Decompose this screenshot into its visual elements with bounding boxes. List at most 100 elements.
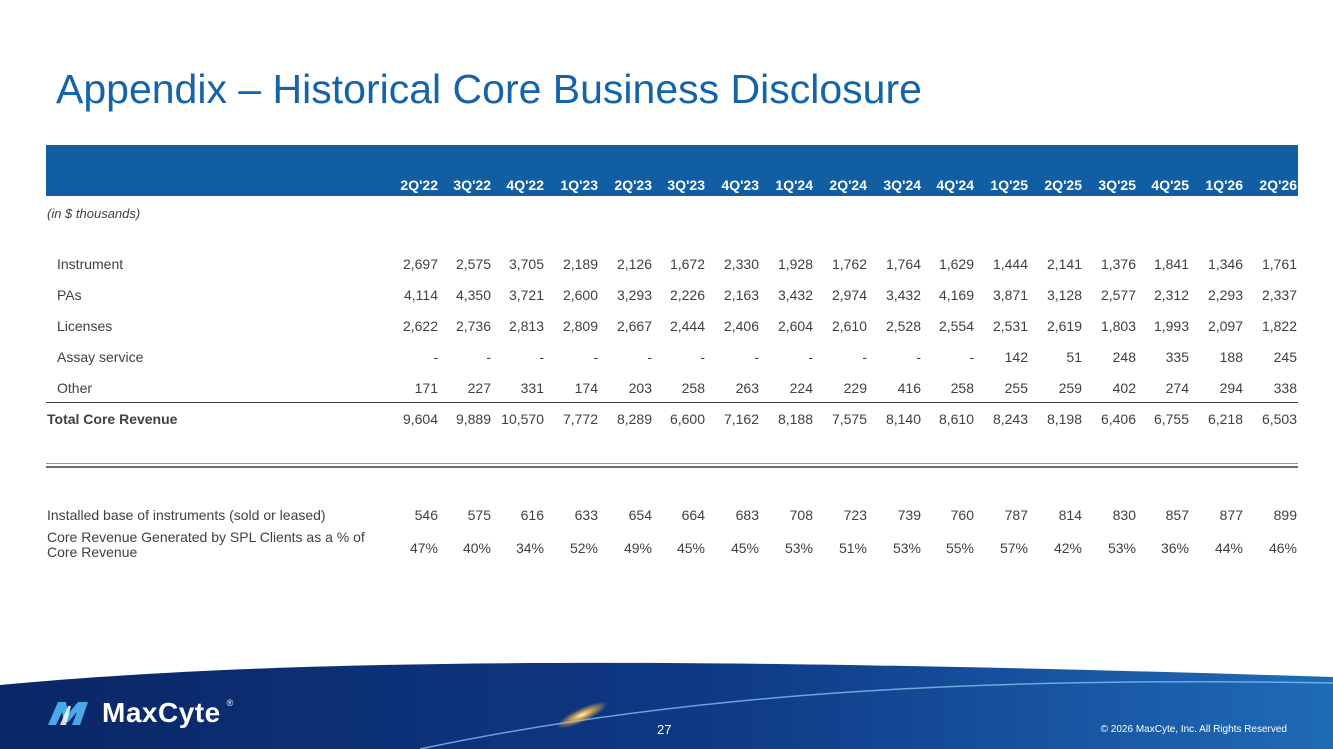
table-cell: 3,432 (885, 287, 921, 303)
table-cell: 331 (520, 380, 544, 396)
maxcyte-m-icon (48, 702, 88, 725)
table-cell: 1,346 (1207, 256, 1243, 272)
table-cell: 857 (1165, 507, 1189, 523)
table-cell: 8,198 (1046, 411, 1082, 427)
table-cell: 255 (1004, 380, 1028, 396)
table-cell: 258 (681, 380, 705, 396)
table-cell: 1,762 (831, 256, 867, 272)
copyright-text: © 2026 MaxCyte, Inc. All Rights Reserved (1100, 724, 1287, 735)
total-rule (46, 402, 1298, 403)
table-cell: 814 (1058, 507, 1082, 523)
table-cell: - (647, 349, 652, 365)
row-label: Total Core Revenue (47, 411, 178, 427)
table-cell: 9,889 (455, 411, 491, 427)
table-cell: 1,376 (1100, 256, 1136, 272)
table-cell: 42% (1053, 540, 1082, 556)
table-cell: - (433, 349, 438, 365)
table-cell: 1,672 (669, 256, 705, 272)
table-row: Total Core Revenue 9,604 9,889 10,570 7,772 8… (46, 408, 1298, 430)
table-cell: 45% (676, 540, 705, 556)
table-cell: 338 (1273, 380, 1297, 396)
table-cell: 3,705 (508, 256, 544, 272)
table-cell: 1,629 (938, 256, 974, 272)
table-cell: 760 (950, 507, 974, 523)
table-cell: 47% (409, 540, 438, 556)
table-cell: 3,128 (1046, 287, 1082, 303)
table-row: Installed base of instruments (sold or l… (46, 504, 1298, 526)
table-cell: 2,097 (1207, 318, 1243, 334)
quarter-header: 1Q'23 (560, 177, 598, 193)
table-row: Instrument 2,697 2,575 3,705 2,189 2,126 1,672… (46, 253, 1298, 275)
footer-swoosh (0, 662, 1333, 749)
table-cell: 53% (892, 540, 921, 556)
table-cell: 40% (462, 540, 491, 556)
table-cell: 1,444 (992, 256, 1028, 272)
quarter-header: 1Q'26 (1205, 177, 1243, 193)
row-label: PAs (57, 287, 82, 303)
table-cell: 8,289 (616, 411, 652, 427)
table-cell: 229 (843, 380, 867, 396)
quarter-header: 1Q'24 (775, 177, 813, 193)
quarter-header: 4Q'24 (936, 177, 974, 193)
table-cell: - (862, 349, 867, 365)
table-cell: 575 (467, 507, 491, 523)
table-cell: 7,575 (831, 411, 867, 427)
table-cell: 57% (999, 540, 1028, 556)
table-cell: 2,736 (455, 318, 491, 334)
table-cell: 1,764 (885, 256, 921, 272)
table-cell: 2,604 (777, 318, 813, 334)
quarter-header: 3Q'24 (883, 177, 921, 193)
table-cell: 174 (574, 380, 598, 396)
table-cell: 416 (897, 380, 921, 396)
table-cell: 654 (628, 507, 652, 523)
quarter-header: 4Q'22 (506, 177, 544, 193)
quarter-header: 2Q'24 (829, 177, 867, 193)
units-note: (in $ thousands) (47, 206, 141, 221)
table-cell: 3,293 (616, 287, 652, 303)
table-row: PAs 4,114 4,350 3,721 2,600 3,293 2,226 2,163 3,… (46, 284, 1298, 306)
table-cell: 2,809 (562, 318, 598, 334)
table-cell: 2,610 (831, 318, 867, 334)
table-cell: 2,293 (1207, 287, 1243, 303)
table-cell: 6,406 (1100, 411, 1136, 427)
table-cell: 6,503 (1261, 411, 1297, 427)
table-cell: 294 (1219, 380, 1243, 396)
table-cell: 2,575 (455, 256, 491, 272)
page-number: 27 (657, 722, 672, 737)
table-cell: 546 (414, 507, 438, 523)
row-label: Core Revenue Generated by SPL Clients as… (47, 529, 365, 560)
table-cell: - (969, 349, 974, 365)
table-cell: 2,337 (1261, 287, 1297, 303)
table-cell: 53% (1107, 540, 1136, 556)
table-cell: 51% (838, 540, 867, 556)
row-label: Instrument (57, 256, 124, 272)
revenue-table: 2Q'22 3Q'22 4Q'22 1Q'23 2Q'23 3Q'23 4Q'23 1Q'24… (46, 145, 1298, 560)
table-cell: 2,531 (992, 318, 1028, 334)
table-row: Assay service - - - - - - - - - - - 142 51 248 335 188 24… (46, 346, 1298, 368)
table-cell: 2,554 (938, 318, 974, 334)
row-label: Installed base of instruments (sold or l… (47, 507, 326, 523)
quarter-header: 3Q'22 (453, 177, 491, 193)
table-cell: 2,312 (1153, 287, 1189, 303)
table-cell: 830 (1112, 507, 1136, 523)
registered-mark: ® (226, 698, 234, 708)
table-cell: - (916, 349, 921, 365)
table-cell: 2,126 (616, 256, 652, 272)
row-label: Other (57, 380, 93, 396)
table-cell: 6,218 (1207, 411, 1243, 427)
table-cell: 227 (467, 380, 491, 396)
table-cell: 9,604 (402, 411, 438, 427)
page-title: Appendix – Historical Core Business Disc… (56, 66, 922, 112)
table-cell: - (808, 349, 813, 365)
table-cell: 2,226 (669, 287, 705, 303)
quarter-header: 2Q'23 (614, 177, 652, 193)
table-cell: 2,697 (402, 256, 438, 272)
table-cell: - (754, 349, 759, 365)
table-cell: - (700, 349, 705, 365)
quarter-header: 2Q'25 (1044, 177, 1082, 193)
table-cell: 258 (950, 380, 974, 396)
table-cell: 2,444 (669, 318, 705, 334)
table-cell: 2,189 (562, 256, 598, 272)
table-cell: 2,330 (723, 256, 759, 272)
table-cell: 739 (897, 507, 921, 523)
